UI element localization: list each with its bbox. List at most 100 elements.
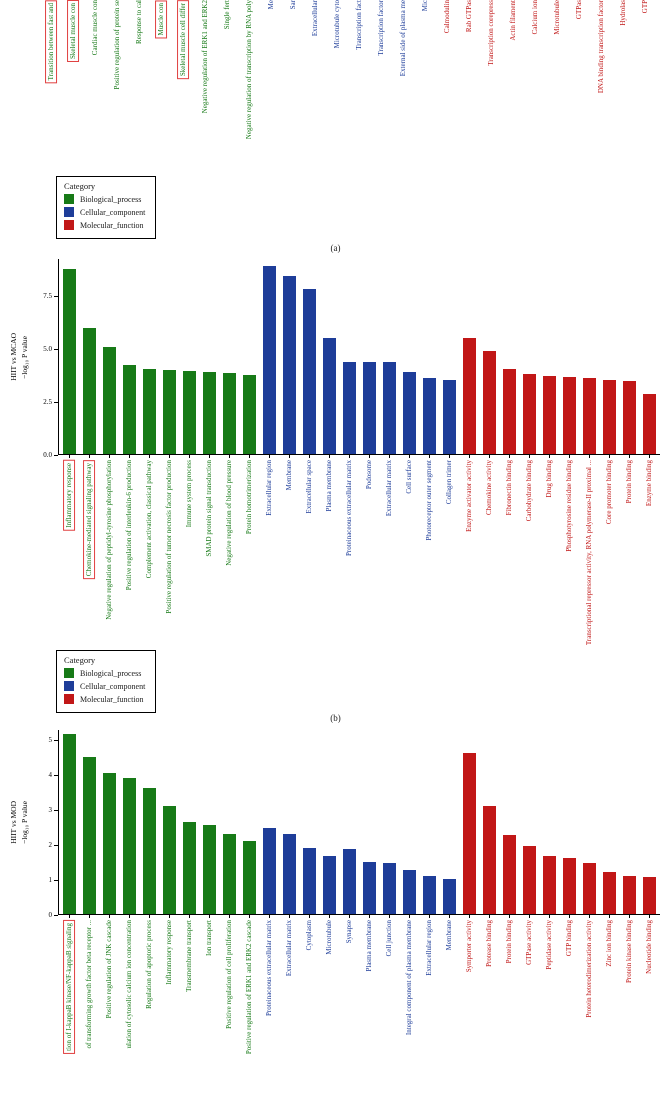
x-axis-label-slot: Microtubule: [319, 920, 339, 955]
x-tick: [349, 455, 350, 458]
x-axis-label-slot: Positive regulation of ERK1 and ERK2 cas…: [239, 920, 259, 1054]
x-axis-label-slot: Cytoplasm: [299, 920, 319, 950]
x-axis-label-slot: of transforming growth factor beta recep…: [79, 920, 99, 1048]
x-axis-label-slot: Membrane: [279, 460, 299, 490]
x-axis-label: Transcription factor: [376, 0, 385, 56]
legend-panel-b: Category Biological_process Cellular_com…: [56, 650, 157, 713]
x-tick: [409, 455, 410, 458]
x-axis-label-slot: Plasma membrane: [319, 460, 339, 512]
x-tick: [109, 915, 110, 918]
legend-item-label: Molecular_function: [80, 220, 144, 230]
x-axis-label-slot: Extracellular: [304, 0, 326, 36]
bar: [82, 756, 96, 914]
bar: [82, 327, 96, 454]
x-axis-label: Plasma membrane: [364, 920, 373, 972]
bar: [602, 872, 616, 914]
y-tick: [54, 809, 58, 811]
x-axis-label-slot: Membrane: [439, 920, 459, 950]
x-axis-label: Nucleotide binding: [644, 920, 653, 974]
x-axis-label: Extracellular matrix: [284, 920, 293, 977]
x-tick: [589, 915, 590, 918]
bar: [382, 362, 396, 454]
x-axis-label-slot: Fibronectin binding: [499, 460, 519, 515]
x-axis-label: Transition between fast and: [44, 0, 58, 84]
x-axis-label-slot: Cell surface: [399, 460, 419, 494]
x-axis-label-slot: Microtubule: [546, 0, 568, 35]
chart-hiit-vs-mcao: HIIT vs MCAO −log₁₀ P value 0.0 2.5 5.0 7.5 In…: [8, 259, 671, 652]
x-axis-label: Negative regulation of blood pressure: [224, 460, 233, 566]
x-tick: [549, 455, 550, 458]
y-tick: [54, 401, 58, 403]
x-tick: [369, 455, 370, 458]
x-axis-label: Positive regulation of ERK1 and ERK2 cas…: [244, 920, 253, 1055]
x-axis-label: Protease binding: [484, 920, 493, 967]
x-axis-label-slot: Peptidase activity: [539, 920, 559, 970]
x-axis-label-slot: Transcription factor: [370, 0, 392, 56]
bar: [622, 875, 636, 914]
x-axis-label: Microtubule: [324, 920, 333, 955]
bar: [142, 368, 156, 454]
bar: [442, 879, 456, 914]
bar: [422, 875, 436, 914]
legend-item-label: Molecular_function: [80, 694, 144, 704]
x-axis-label-slot: Transcription fact: [348, 0, 370, 50]
x-axis-label: Zinc ion binding: [604, 920, 613, 967]
legend-item-molecular-function: Molecular_function: [64, 694, 145, 704]
x-axis-label: GTP binding: [564, 920, 573, 957]
x-tick: [469, 455, 470, 458]
x-axis-label: Response to cal: [134, 0, 143, 44]
x-tick: [269, 915, 270, 918]
y-tick-label: 5: [48, 735, 53, 744]
x-tick: [69, 455, 70, 458]
bar: [362, 861, 376, 914]
bar: [522, 373, 536, 454]
x-axis-label: Extracellular region: [264, 460, 273, 516]
x-axis-label-slot: Zinc ion binding: [599, 920, 619, 967]
x-axis-label: Cell surface: [404, 460, 413, 494]
x-tick: [289, 455, 290, 458]
x-tick: [309, 455, 310, 458]
x-axis-label-slot: Me: [260, 0, 282, 9]
x-tick: [249, 915, 250, 918]
x-tick: [609, 455, 610, 458]
bar: [182, 821, 196, 914]
x-axis-labels: Inflammatory response Chemokine-mediated …: [59, 460, 661, 645]
bar: [322, 338, 336, 454]
bar: [462, 753, 476, 914]
x-axis-label-slot: GTP binding: [559, 920, 579, 956]
x-axis-label-slot: ulation of cytosolic calcium ion concent…: [119, 920, 139, 1049]
x-axis-label-slot: Plasma membrane: [359, 920, 379, 972]
x-axis-label: Membrane: [444, 920, 453, 951]
x-axis-label: Cytoplasm: [304, 920, 313, 951]
x-axis-label: GTPase activity: [524, 920, 533, 965]
bar: [562, 858, 576, 914]
x-tick: [249, 455, 250, 458]
x-axis-label: SMAD protein signal transduction: [204, 460, 213, 557]
bar: [582, 863, 596, 914]
x-axis-label-slot: SMAD protein signal transduction: [199, 460, 219, 557]
x-axis-label-slot: Chemokine-mediated signaling pathway: [79, 460, 99, 580]
bar: [102, 346, 116, 454]
x-axis-label-slot: Protein binding: [499, 920, 519, 963]
bar: [562, 377, 576, 454]
x-axis-label-slot: Response to cal: [128, 0, 150, 44]
x-tick: [209, 455, 210, 458]
x-tick: [649, 455, 650, 458]
x-axis-label: Protein binding: [504, 920, 513, 964]
bar: [282, 833, 296, 914]
x-axis-label-slot: Chemokine activity: [479, 460, 499, 515]
x-axis-label: Inflammatory response: [164, 920, 173, 985]
x-tick: [389, 455, 390, 458]
bar: [382, 863, 396, 914]
x-tick: [349, 915, 350, 918]
y-axis-title: HIIT vs MCAO −log₁₀ P value: [9, 259, 30, 455]
x-axis-label: Negative regulation of transcription by …: [244, 0, 253, 140]
bar: [122, 777, 136, 914]
x-tick: [549, 915, 550, 918]
x-axis-label-slot: Synapse: [339, 920, 359, 943]
x-axis-label: Skeletal muscle con: [66, 0, 80, 62]
bar: [202, 825, 216, 914]
bar: [242, 374, 256, 454]
bar: [642, 393, 656, 454]
